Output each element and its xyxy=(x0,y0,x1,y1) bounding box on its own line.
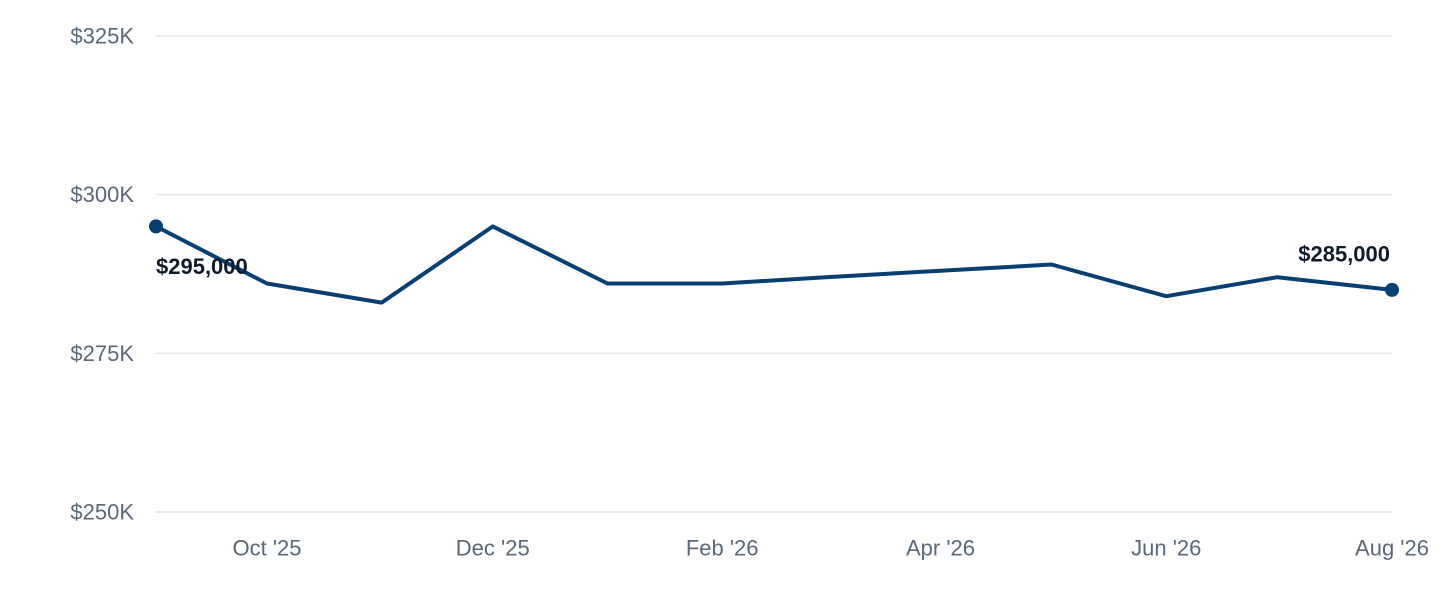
x-tick-label: Dec '25 xyxy=(456,536,530,561)
y-tick-label: $250K xyxy=(70,500,134,525)
x-axis-labels: Oct '25 Dec '25 Feb '26 Apr '26 Jun '26 Aug '… xyxy=(233,536,1429,561)
x-tick-label: Jun '26 xyxy=(1131,536,1201,561)
x-tick-label: Apr '26 xyxy=(906,536,975,561)
annotation-layer: $295,000 $285,000 xyxy=(149,219,1399,297)
x-tick-label: Aug '26 xyxy=(1355,536,1429,561)
data-label: $295,000 xyxy=(156,254,248,279)
y-tick-label: $300K xyxy=(70,182,134,207)
y-tick-label: $275K xyxy=(70,341,134,366)
series-line xyxy=(154,224,1394,305)
x-tick-label: Feb '26 xyxy=(686,536,759,561)
series-layer xyxy=(154,224,1394,305)
data-label: $285,000 xyxy=(1298,241,1390,266)
data-point-marker xyxy=(149,219,163,234)
y-axis-labels: $250K $275K $300K $325K xyxy=(70,24,134,525)
x-tick-label: Oct '25 xyxy=(233,536,302,561)
data-point-marker xyxy=(1385,282,1399,297)
y-tick-label: $325K xyxy=(70,24,134,49)
grid-lines xyxy=(156,35,1392,513)
